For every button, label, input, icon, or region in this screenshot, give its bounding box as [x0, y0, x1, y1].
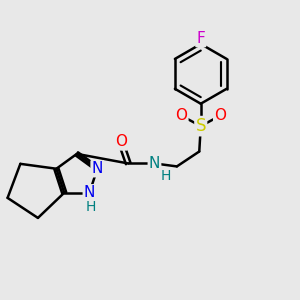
- Text: H: H: [160, 169, 171, 183]
- Text: N: N: [92, 161, 103, 176]
- Text: O: O: [115, 134, 127, 149]
- Text: S: S: [196, 117, 206, 135]
- Text: N: N: [84, 185, 95, 200]
- Text: O: O: [176, 108, 188, 123]
- Text: N: N: [149, 156, 160, 171]
- Text: O: O: [214, 108, 226, 123]
- Text: H: H: [86, 200, 96, 214]
- Text: F: F: [196, 31, 205, 46]
